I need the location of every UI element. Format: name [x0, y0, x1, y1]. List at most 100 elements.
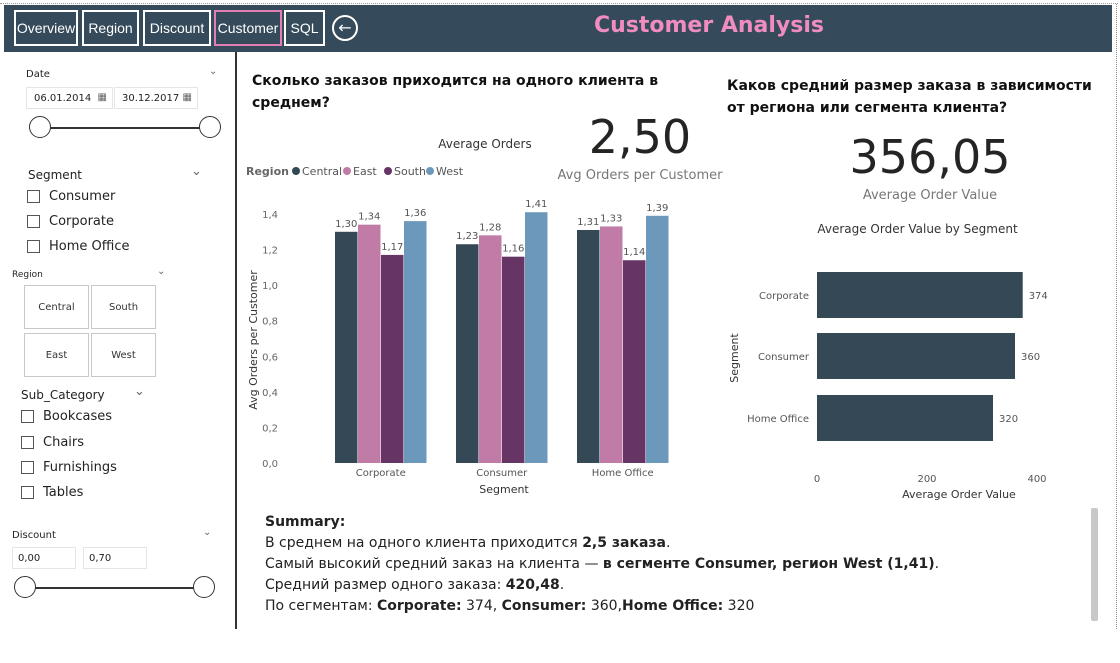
region-tile-east[interactable]: East	[24, 333, 89, 377]
segment-option-corporate[interactable]: Corporate	[27, 214, 114, 229]
subcategory-option-label: Bookcases	[43, 409, 113, 424]
back-arrow-icon[interactable]: ←	[332, 15, 358, 41]
date-chevron-down-icon[interactable]: ⌄	[209, 66, 218, 77]
summary-highlight: в сегменте Consumer, регион West (1,41)	[602, 556, 935, 572]
checkbox-icon[interactable]	[21, 410, 34, 423]
subcategory-option-chairs[interactable]: Chairs	[21, 435, 84, 450]
summary-highlight: Home Office:	[622, 598, 724, 614]
region-tile-west[interactable]: West	[91, 333, 156, 377]
date-end-value: 30.12.2017	[122, 92, 180, 104]
legend-label-central: Central	[302, 165, 342, 178]
x-axis-title: Average Order Value	[902, 488, 1016, 501]
x-tick-label: Corporate	[356, 468, 406, 479]
legend-swatch-west	[426, 167, 434, 175]
checkbox-icon[interactable]	[21, 486, 34, 499]
data-label: 1,36	[404, 208, 426, 219]
segment-option-label: Corporate	[49, 214, 114, 229]
summary-highlight: Consumer:	[501, 598, 587, 614]
summary-title: Summary:	[265, 514, 346, 530]
discount-slider-min-handle[interactable]	[14, 576, 36, 598]
page-title: Customer Analysis	[593, 13, 825, 38]
segment-option-consumer[interactable]: Consumer	[27, 189, 115, 204]
segment-option-home-office[interactable]: Home Office	[27, 239, 129, 254]
data-label: 1,39	[646, 203, 668, 214]
legend-title: Region	[246, 165, 289, 178]
y-tick-label: Home Office	[747, 414, 809, 425]
y-tick-label: Corporate	[759, 291, 809, 302]
region-tile-central[interactable]: Central	[24, 285, 89, 329]
chart-legend: Region Central East South West	[246, 165, 464, 178]
y-tick-label: Consumer	[758, 352, 810, 363]
segment-chevron-down-icon[interactable]: ⌄	[191, 164, 202, 179]
discount-chevron-down-icon[interactable]: ⌄	[203, 527, 212, 538]
avg-orders-kpi-label: Avg Orders per Customer	[557, 168, 723, 183]
date-slider-track[interactable]	[40, 127, 210, 129]
checkbox-icon[interactable]	[21, 436, 34, 449]
nav-customer-button[interactable]: Customer	[214, 10, 282, 46]
filter-sidebar: Date ⌄ 06.01.2014 ▦ 30.12.2017 ▦ Segment…	[0, 52, 237, 629]
legend-swatch-east	[343, 167, 351, 175]
x-tick-label: 0	[814, 474, 820, 485]
avg-orders-kpi-value: 2,50	[588, 110, 692, 164]
bar-home-office-central	[577, 230, 600, 463]
subcategory-option-label: Chairs	[43, 435, 85, 450]
summary-line: Самый высокий средний заказ на клиента —…	[265, 554, 1085, 575]
subcategory-option-bookcases[interactable]: Bookcases	[21, 409, 112, 424]
x-tick-label: Consumer	[476, 468, 528, 479]
checkbox-icon[interactable]	[21, 461, 34, 474]
data-label: 374	[1029, 291, 1048, 302]
order-value-question-heading: Каков средний размер заказа в зависимост…	[727, 78, 1092, 116]
bar-consumer-central	[456, 244, 479, 463]
summary-text: По сегментам:	[265, 598, 377, 614]
date-start-input[interactable]: 06.01.2014 ▦	[26, 87, 113, 109]
subcategory-option-tables[interactable]: Tables	[21, 485, 83, 500]
y-tick-label: 0,6	[262, 352, 278, 363]
discount-max-input[interactable]: 0,70	[83, 547, 147, 569]
bar-home-office-east	[600, 226, 623, 463]
calendar-icon[interactable]: ▦	[182, 92, 192, 103]
bar-consumer-east	[479, 235, 502, 463]
legend-label-south: South	[394, 165, 426, 178]
y-tick-label: 1,0	[262, 281, 278, 292]
calendar-icon[interactable]: ▦	[97, 92, 107, 103]
checkbox-icon[interactable]	[27, 190, 40, 203]
region-tile-south[interactable]: South	[91, 285, 156, 329]
data-label: 1,16	[502, 244, 524, 255]
date-filter-label: Date	[26, 69, 50, 80]
data-label: 1,30	[335, 219, 357, 230]
x-tick-label: 200	[917, 474, 936, 485]
discount-slider-track[interactable]	[25, 587, 205, 589]
date-end-input[interactable]: 30.12.2017 ▦	[114, 87, 198, 109]
bar-home-office	[817, 395, 993, 441]
discount-filter-label: Discount	[12, 530, 56, 541]
subcategory-chevron-down-icon[interactable]: ⌄	[134, 384, 145, 399]
bar-corporate	[817, 272, 1023, 318]
subcategory-option-furnishings[interactable]: Furnishings	[21, 460, 117, 475]
avg-order-value-kpi-value: 356,05	[849, 130, 1011, 184]
discount-slider-max-handle[interactable]	[193, 576, 215, 598]
axes: Corporate Consumer Home Office 0 200 400 Avera…	[728, 291, 1047, 501]
date-slider-end-handle[interactable]	[199, 116, 221, 138]
summary-text: .	[665, 535, 671, 551]
bar-series: 1,301,34 1,17 1,36 1,231,281,16 1,41 1,31 1,33…	[335, 199, 669, 463]
checkbox-icon[interactable]	[27, 240, 40, 253]
y-tick-label: 0,8	[262, 317, 278, 328]
region-chevron-down-icon[interactable]: ⌄	[157, 266, 166, 277]
nav-sql-button[interactable]: SQL	[284, 10, 325, 46]
nav-discount-button[interactable]: Discount	[143, 10, 211, 46]
summary-scrollbar[interactable]	[1091, 508, 1098, 621]
y-tick-label: 0,0	[262, 459, 278, 470]
date-start-value: 06.01.2014	[34, 92, 92, 104]
summary-text: .	[934, 556, 940, 572]
segment-option-label: Consumer	[49, 189, 116, 204]
data-label: 360	[1021, 352, 1040, 363]
nav-region-button[interactable]: Region	[82, 10, 139, 46]
region-filter-label: Region	[12, 270, 43, 280]
nav-overview-button[interactable]: Overview	[14, 10, 78, 46]
data-label: 1,28	[479, 222, 501, 233]
date-slider-start-handle[interactable]	[29, 116, 51, 138]
subcategory-filter-label: Sub_Category	[21, 388, 105, 402]
discount-min-input[interactable]: 0,00	[12, 547, 76, 569]
checkbox-icon[interactable]	[27, 215, 40, 228]
orders-question-heading: Сколько заказов приходится на одного кли…	[252, 73, 659, 111]
